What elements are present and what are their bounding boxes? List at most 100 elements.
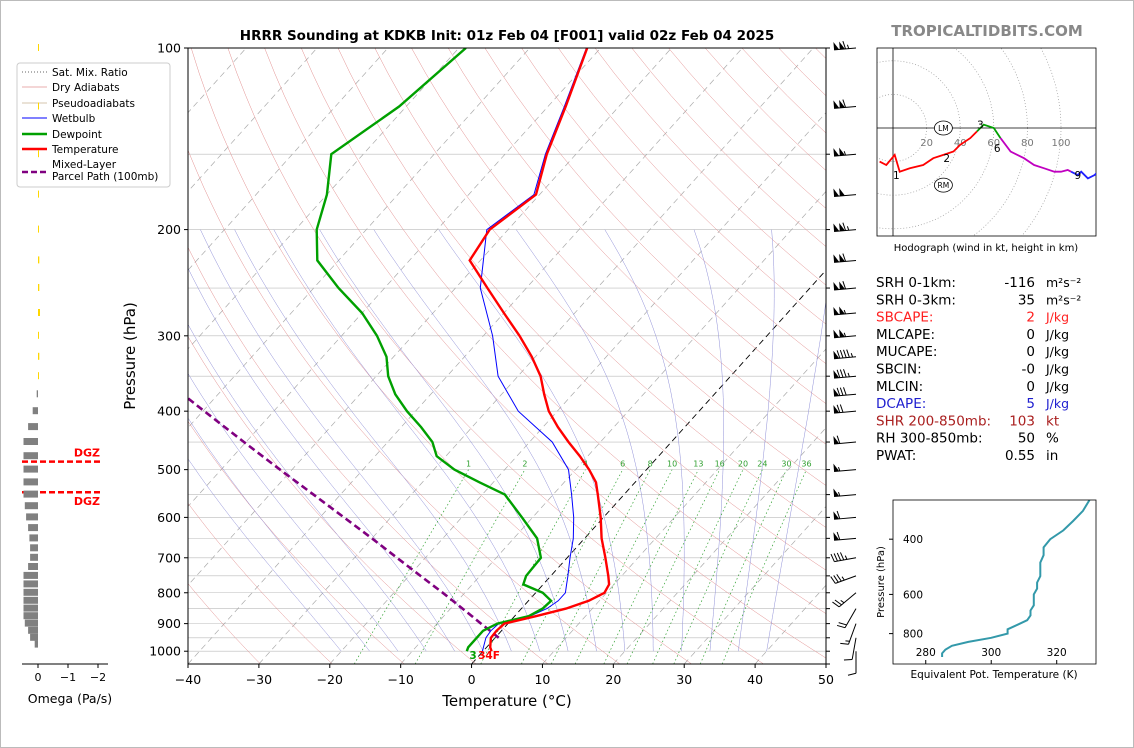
wind-barb-pennant — [833, 370, 840, 379]
stat-label: PWAT: — [876, 448, 916, 464]
wind-barb-pennant — [833, 388, 840, 397]
wind-barb-full — [846, 349, 850, 358]
skewt-plot-frame — [187, 47, 827, 665]
wind-barb-pennant — [833, 532, 840, 541]
wind-barb-half — [838, 491, 841, 497]
wind-barb-pennant — [833, 281, 840, 290]
dry-adiabat — [337, 48, 826, 571]
wind-barb-full — [836, 624, 846, 629]
stat-value: 50 — [1018, 431, 1035, 447]
omega-bar — [38, 150, 39, 158]
theta-y-tick-label: 400 — [903, 534, 923, 546]
wind-barb-full — [838, 622, 847, 626]
isotherm-line — [188, 48, 389, 271]
omega-bar — [23, 452, 38, 460]
mixing-ratio-label: 36 — [801, 460, 811, 469]
isotherm-line — [188, 48, 530, 429]
stat-unit: J/kg — [1045, 344, 1069, 359]
wind-barb-half — [843, 332, 847, 337]
wind-barb-full — [836, 350, 841, 359]
wind-barb-full — [843, 387, 847, 396]
wind-barb-pennant — [833, 306, 840, 315]
mixing-ratio-line — [721, 469, 807, 664]
x-tick-label: 50 — [818, 672, 834, 687]
legend-label-dry-adiabats: Dry Adiabats — [52, 82, 120, 94]
stat-value: 0.55 — [1005, 448, 1035, 464]
isotherm-line — [258, 48, 814, 664]
dry-adiabat — [188, 336, 477, 664]
legend-label-wetbulb: Wetbulb — [52, 113, 96, 125]
wind-barb-pennant — [839, 253, 845, 262]
stat-value: 0 — [1026, 379, 1035, 395]
wind-barb-full — [839, 349, 844, 359]
omega-bar — [36, 390, 38, 398]
mixing-ratio-line — [414, 469, 526, 664]
isotherm-line — [188, 48, 601, 507]
omega-bar — [23, 571, 38, 579]
isotherm-line — [188, 48, 460, 350]
wind-barb-pennant — [833, 254, 840, 263]
wind-barb-full — [842, 222, 847, 231]
isotherm-line — [400, 190, 826, 664]
x-tick-label: 20 — [605, 672, 621, 687]
wind-barb-pennant — [833, 463, 840, 472]
omega-bar — [28, 524, 38, 532]
hodograph-ring-label: 100 — [1051, 138, 1070, 149]
dgz-label-top: DGZ — [74, 447, 100, 460]
storm-motion-marker — [934, 120, 953, 136]
wind-barb-full — [830, 553, 835, 562]
omega-bar — [38, 190, 39, 198]
isotherm-line — [188, 48, 672, 586]
moist-adiabat — [738, 229, 775, 652]
stat-unit: m²s⁻² — [1046, 275, 1081, 290]
mixing-ratio-label: 24 — [757, 460, 767, 469]
dry-adiabat — [411, 48, 826, 486]
wind-barb-full — [842, 99, 847, 108]
omega-bar — [38, 309, 40, 316]
dewpoint-line — [315, 48, 553, 652]
omega-bar — [23, 490, 38, 498]
omega-bar — [23, 612, 38, 620]
temperature-line — [468, 48, 611, 652]
dry-adiabat — [815, 48, 826, 59]
surface-dewpoint-label: 3 — [469, 650, 476, 662]
wind-barb-full — [836, 369, 841, 378]
wind-barb-pennant — [833, 405, 840, 414]
x-tick-label: 40 — [747, 672, 763, 687]
dry-adiabat — [188, 149, 621, 664]
theta-y-tick-label: 800 — [903, 629, 923, 641]
omega-bar — [28, 563, 38, 570]
wind-barb-staff — [834, 335, 857, 339]
wind-barb-full — [836, 404, 841, 413]
omega-bar — [23, 478, 38, 486]
mixing-ratio-line — [574, 469, 673, 664]
dry-adiabat — [188, 502, 333, 664]
y-tick-label: 200 — [157, 222, 181, 237]
stat-label: DCAPE: — [876, 396, 926, 412]
dry-adiabat — [374, 48, 826, 528]
mixing-ratio-label: 16 — [715, 460, 725, 469]
moist-adiabat — [766, 298, 826, 652]
wind-barb-half — [838, 466, 841, 472]
wind-barb-full — [836, 387, 841, 396]
stat-value: -0 — [1022, 362, 1035, 378]
hodograph-series: 1 2 36 9 LM RM — [879, 120, 1096, 193]
wind-barb-half — [841, 576, 845, 581]
isotherm-line — [754, 584, 826, 664]
omega-xlabel: Omega (Pa/s) — [28, 691, 112, 706]
skewt-series — [188, 48, 611, 652]
hodograph-height-label: 6 — [994, 143, 1001, 155]
moist-adiabat — [319, 229, 569, 652]
hodograph-height-label: 3 — [977, 120, 984, 132]
hodograph-height-label: 2 — [943, 153, 950, 165]
mixing-ratio-line — [673, 469, 763, 664]
wind-barb-staff — [834, 194, 857, 198]
stat-value: 103 — [1009, 413, 1035, 429]
wind-barb-pennant — [833, 223, 840, 232]
omega-x-tick-label: −2 — [90, 671, 106, 684]
wind-barb-staff — [834, 393, 857, 397]
legend-label-satmix: Sat. Mix. Ratio — [52, 67, 128, 79]
legend-label-parcel: Mixed-Layer Parcel Path (100mb) — [52, 159, 158, 183]
y-tick-label: 400 — [157, 404, 181, 419]
